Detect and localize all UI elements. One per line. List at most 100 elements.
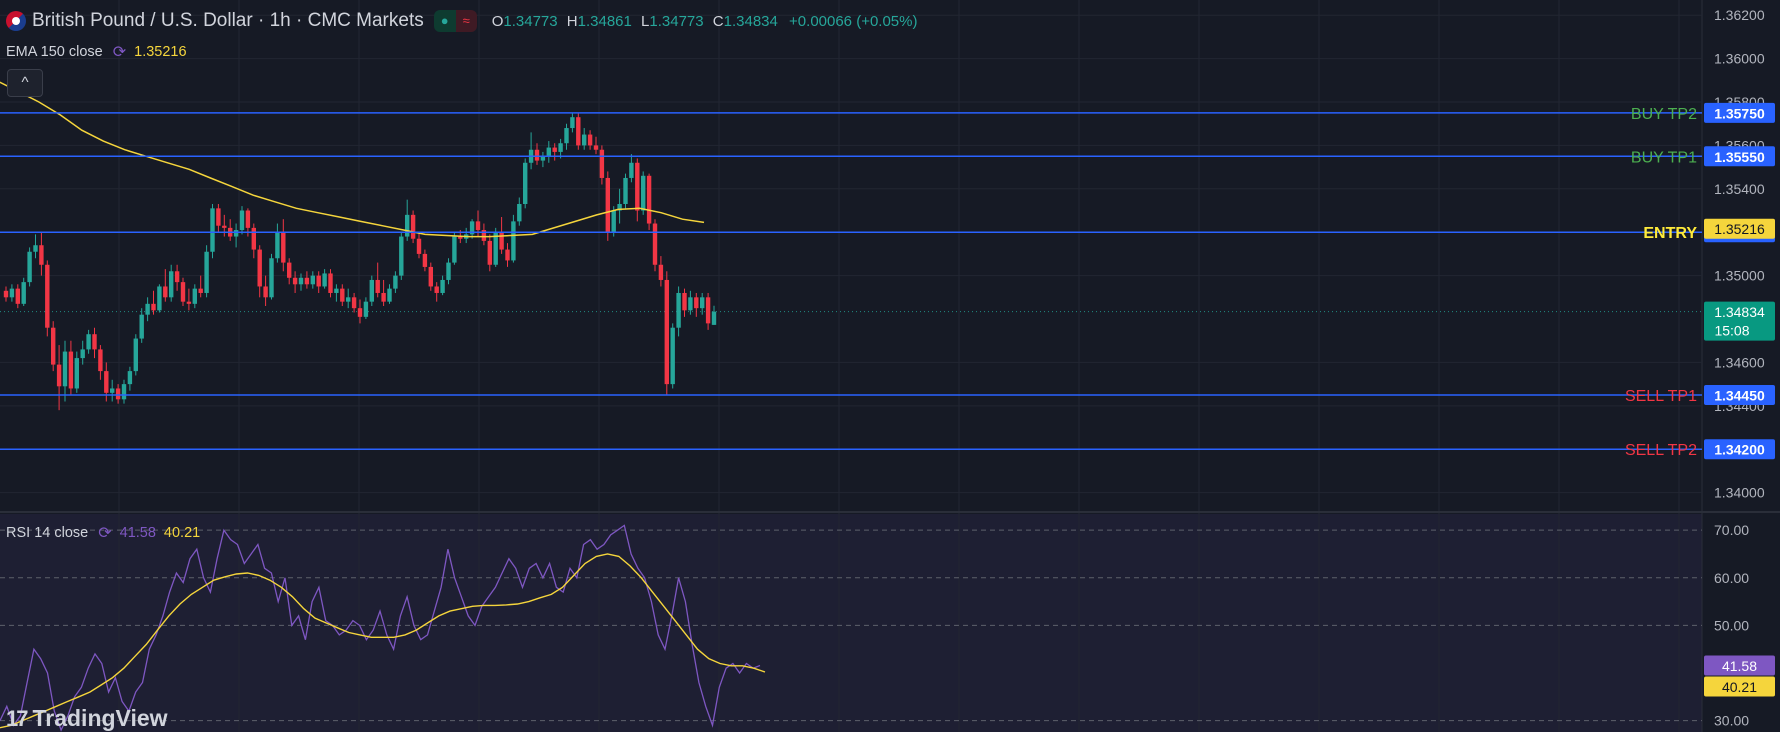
candle-bullish[interactable] <box>629 162 634 178</box>
candle-bullish[interactable] <box>582 134 587 146</box>
candle-bullish[interactable] <box>440 279 445 293</box>
candle-bearish[interactable] <box>186 301 192 304</box>
symbol-title[interactable]: British Pound / U.S. Dollar · 1h · CMC M… <box>32 10 424 31</box>
candle-bearish[interactable] <box>3 290 9 298</box>
candle-bullish[interactable] <box>611 210 616 233</box>
candle-bearish[interactable] <box>593 145 599 150</box>
ema-label[interactable]: EMA 150 close <box>6 44 103 60</box>
candle-bullish[interactable] <box>9 288 15 298</box>
candle-bearish[interactable] <box>222 225 227 228</box>
candle-bearish[interactable] <box>340 288 345 302</box>
candle-bearish[interactable] <box>410 214 416 239</box>
candle-bullish[interactable] <box>21 282 26 304</box>
candle-bullish[interactable] <box>469 221 475 235</box>
candle-bearish[interactable] <box>605 177 610 233</box>
collapse-legend-button[interactable]: ^ <box>7 69 43 97</box>
candle-bullish[interactable] <box>387 288 392 302</box>
candle-bearish[interactable] <box>287 262 292 278</box>
candle-bullish[interactable] <box>558 143 563 152</box>
candle-bullish[interactable] <box>688 297 693 311</box>
rsi-line[interactable] <box>0 524 761 732</box>
candle-bearish[interactable] <box>458 236 463 239</box>
candle-bearish[interactable] <box>292 277 298 285</box>
candle-bullish[interactable] <box>452 236 457 263</box>
candle-bearish[interactable] <box>635 162 640 211</box>
candle-bullish[interactable] <box>369 279 374 302</box>
candle-bullish[interactable] <box>711 311 717 325</box>
candle-bullish[interactable] <box>393 275 398 289</box>
candle-bearish[interactable] <box>198 288 203 293</box>
candle-bearish[interactable] <box>487 240 492 265</box>
candle-bearish[interactable] <box>534 149 540 161</box>
candle-bearish[interactable] <box>682 292 687 311</box>
candle-bearish[interactable] <box>245 210 251 228</box>
candle-bearish[interactable] <box>304 277 310 285</box>
candle-bullish[interactable] <box>145 303 150 315</box>
candle-bearish[interactable] <box>15 288 20 304</box>
candle-bearish[interactable] <box>115 388 121 400</box>
candle-bearish[interactable] <box>251 227 256 250</box>
candle-bullish[interactable] <box>239 210 245 231</box>
candle-bullish[interactable] <box>33 245 38 252</box>
candle-bullish[interactable] <box>210 208 215 252</box>
candle-bullish[interactable] <box>27 251 32 283</box>
candle-bearish[interactable] <box>351 297 357 309</box>
candle-bullish[interactable] <box>546 147 551 157</box>
candle-bullish[interactable] <box>399 236 404 276</box>
candle-bullish[interactable] <box>275 232 280 259</box>
candle-bearish[interactable] <box>328 273 333 293</box>
candle-bullish[interactable] <box>493 232 498 265</box>
data-wave-icon[interactable]: ≈ <box>455 10 477 32</box>
candle-bullish[interactable] <box>127 371 133 385</box>
candle-bullish[interactable] <box>157 286 162 311</box>
candle-bullish[interactable] <box>139 314 144 339</box>
market-status-pill[interactable]: ● ≈ <box>433 10 477 32</box>
candle-bullish[interactable] <box>564 128 569 144</box>
candle-bearish[interactable] <box>68 351 74 389</box>
candle-bearish[interactable] <box>652 223 658 265</box>
candle-bullish[interactable] <box>133 338 138 372</box>
candle-bullish[interactable] <box>169 271 174 298</box>
candle-bullish[interactable] <box>617 204 622 211</box>
candle-bullish[interactable] <box>700 297 705 309</box>
candle-bullish[interactable] <box>517 204 522 222</box>
candle-bearish[interactable] <box>98 349 103 372</box>
candle-bearish[interactable] <box>416 238 422 254</box>
candle-bearish[interactable] <box>92 334 97 350</box>
candle-bearish[interactable] <box>428 266 433 287</box>
candle-bullish[interactable] <box>523 162 528 204</box>
candle-bullish[interactable] <box>74 358 79 389</box>
candle-bearish[interactable] <box>375 279 380 293</box>
candle-bearish[interactable] <box>434 286 439 293</box>
candle-bearish[interactable] <box>505 249 510 261</box>
candle-bearish[interactable] <box>151 303 156 311</box>
candle-bearish[interactable] <box>587 134 593 146</box>
candle-bearish[interactable] <box>599 149 605 178</box>
candle-bullish[interactable] <box>204 251 209 293</box>
candle-bullish[interactable] <box>540 156 546 161</box>
candle-bullish[interactable] <box>86 334 91 350</box>
candle-bullish[interactable] <box>641 175 646 211</box>
candle-bullish[interactable] <box>670 327 675 385</box>
candle-bearish[interactable] <box>499 232 504 250</box>
candle-bullish[interactable] <box>269 258 274 298</box>
ema-150-line[interactable] <box>0 80 705 238</box>
candle-bearish[interactable] <box>174 271 180 283</box>
candle-bearish[interactable] <box>51 327 56 365</box>
rsi-label[interactable]: RSI 14 close <box>6 525 89 541</box>
candle-bearish[interactable] <box>357 308 363 317</box>
candle-bullish[interactable] <box>298 277 304 285</box>
candle-bearish[interactable] <box>381 292 386 302</box>
candle-bearish[interactable] <box>104 371 109 393</box>
candle-bearish[interactable] <box>316 275 321 287</box>
candle-bullish[interactable] <box>570 117 575 129</box>
candle-bullish[interactable] <box>334 288 339 293</box>
candle-bearish[interactable] <box>45 264 50 328</box>
candle-bearish[interactable] <box>664 279 669 385</box>
candle-bearish[interactable] <box>180 282 186 302</box>
candle-bearish[interactable] <box>552 147 557 152</box>
candle-bullish[interactable] <box>346 297 351 302</box>
candle-bearish[interactable] <box>216 208 221 226</box>
market-open-dot-icon[interactable]: ● <box>433 10 456 32</box>
